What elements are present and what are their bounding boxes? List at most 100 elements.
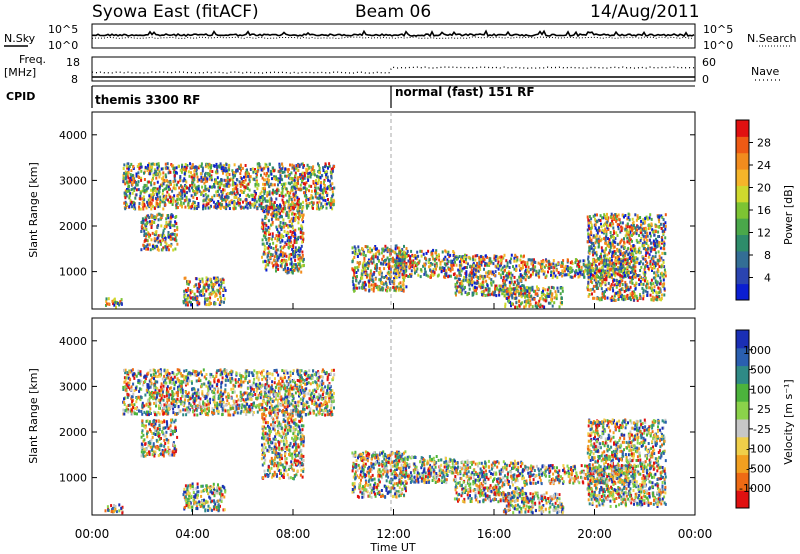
power-cell <box>283 254 286 258</box>
power-cell <box>281 258 284 262</box>
power-cell <box>223 198 226 202</box>
power-cell <box>150 214 153 218</box>
power-cell <box>149 248 152 252</box>
power-cell <box>330 171 333 175</box>
power-cell <box>162 182 165 186</box>
power-cell <box>381 281 384 284</box>
power-cell <box>214 203 217 206</box>
power-cell <box>472 270 475 274</box>
power-cell <box>661 284 664 288</box>
power-cell <box>265 223 268 227</box>
power-cell <box>636 228 639 232</box>
power-cell <box>644 230 647 234</box>
power-cell <box>407 254 410 258</box>
power-cell <box>274 215 277 218</box>
power-cell <box>293 204 296 208</box>
power-cell <box>635 238 638 242</box>
power-cell <box>228 203 231 207</box>
power-cell <box>125 164 128 168</box>
power-cell <box>356 261 359 265</box>
power-cell <box>274 262 277 266</box>
power-cell <box>207 285 210 289</box>
power-cell <box>386 286 389 290</box>
power-cell <box>145 234 147 238</box>
power-cell <box>559 301 562 305</box>
power-cell <box>289 262 292 266</box>
power-cell <box>235 185 238 188</box>
power-cell <box>324 165 326 169</box>
power-cell <box>412 265 415 269</box>
power-cell <box>264 165 267 169</box>
power-cell <box>385 281 387 285</box>
power-cell <box>361 283 364 287</box>
power-cell <box>271 234 274 238</box>
power-cell <box>308 197 311 200</box>
power-cell <box>283 225 286 229</box>
power-cell <box>186 164 189 168</box>
power-cell <box>287 170 290 174</box>
power-cell <box>636 240 639 244</box>
power-cell <box>271 177 273 181</box>
power-cell <box>643 267 646 271</box>
power-cell <box>578 267 581 271</box>
power-cell <box>129 202 132 206</box>
power-cell <box>626 262 629 265</box>
power-cell <box>285 187 288 191</box>
power-cell <box>196 286 199 290</box>
power-cell <box>356 252 359 256</box>
power-cell <box>184 179 187 182</box>
power-cell <box>656 242 659 246</box>
power-cell <box>298 259 301 263</box>
power-cell <box>153 233 156 237</box>
power-cell <box>301 215 304 219</box>
power-cell <box>362 250 365 254</box>
noise-right-lo: 10^0 <box>703 39 733 52</box>
power-cell <box>202 199 205 203</box>
power-cell <box>196 185 199 189</box>
power-cell <box>579 268 582 272</box>
power-cell <box>627 288 630 292</box>
power-cell <box>258 195 261 199</box>
power-cell <box>525 270 528 274</box>
power-cell <box>593 258 596 262</box>
power-cell <box>502 292 505 295</box>
power-cell <box>173 229 176 232</box>
power-cell <box>158 170 161 174</box>
power-cell <box>613 231 616 235</box>
power-cell <box>475 275 478 278</box>
power-cell <box>588 249 591 253</box>
power-cell <box>295 214 298 218</box>
power-cell <box>390 270 392 274</box>
power-cell <box>605 278 608 282</box>
power-cell <box>594 226 597 230</box>
power-cell <box>184 186 187 190</box>
power-cell <box>133 189 136 193</box>
power-cell <box>663 287 666 291</box>
power-cell <box>203 286 206 290</box>
power-cell <box>603 259 605 263</box>
power-cell <box>202 289 205 293</box>
power-cell <box>399 269 402 273</box>
power-cell <box>656 295 659 299</box>
power-cell <box>587 275 590 279</box>
power-cell <box>623 215 625 219</box>
power-cell <box>475 266 478 269</box>
power-cell <box>282 218 285 222</box>
power-cell <box>561 264 564 268</box>
power-cell <box>170 232 173 236</box>
power-cell <box>155 176 158 180</box>
power-cell <box>167 214 170 217</box>
power-cell <box>625 295 628 299</box>
power-cell <box>587 257 590 261</box>
power-cell <box>294 213 297 217</box>
power-cell <box>275 225 278 229</box>
power-cell <box>402 269 405 273</box>
power-cell <box>365 263 368 267</box>
power-cell <box>493 256 496 260</box>
power-cell <box>614 213 617 217</box>
power-cell <box>494 270 497 274</box>
power-cell <box>146 169 149 172</box>
power-cell <box>277 217 280 221</box>
power-cell <box>497 267 500 271</box>
power-cell <box>599 269 601 273</box>
